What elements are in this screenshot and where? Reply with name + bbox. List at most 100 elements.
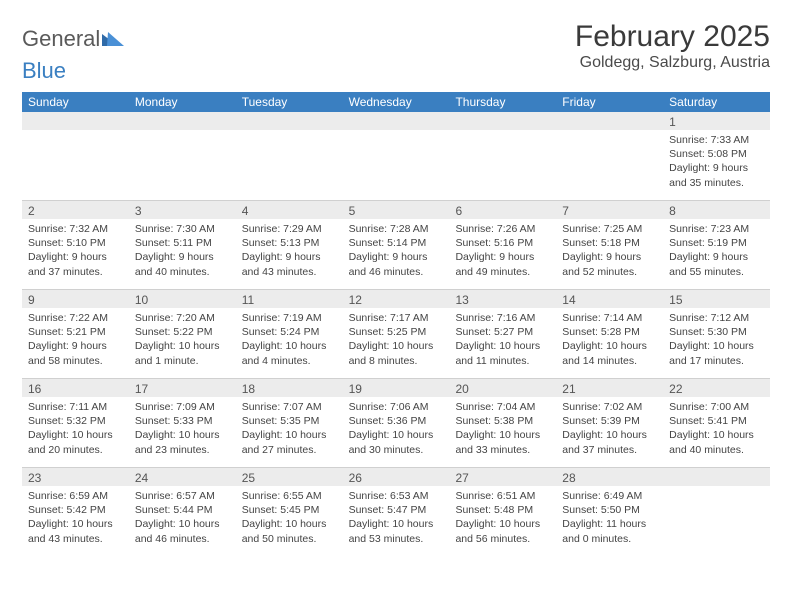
sunrise-text: Sunrise: 7:23 AM bbox=[669, 222, 764, 236]
sunrise-text: Sunrise: 7:09 AM bbox=[135, 400, 230, 414]
sunrise-text: Sunrise: 7:14 AM bbox=[562, 311, 657, 325]
day-body: Sunrise: 7:09 AMSunset: 5:33 PMDaylight:… bbox=[129, 397, 236, 463]
sunset-text: Sunset: 5:48 PM bbox=[455, 503, 550, 517]
day-number: 6 bbox=[449, 201, 556, 219]
day-body bbox=[343, 130, 450, 139]
day-body: Sunrise: 7:00 AMSunset: 5:41 PMDaylight:… bbox=[663, 397, 770, 463]
day-cell: 5Sunrise: 7:28 AMSunset: 5:14 PMDaylight… bbox=[343, 201, 450, 289]
day-body: Sunrise: 7:04 AMSunset: 5:38 PMDaylight:… bbox=[449, 397, 556, 463]
sunrise-text: Sunrise: 6:57 AM bbox=[135, 489, 230, 503]
day-cell: 21Sunrise: 7:02 AMSunset: 5:39 PMDayligh… bbox=[556, 379, 663, 467]
day-number: 8 bbox=[663, 201, 770, 219]
daylight-text: Daylight: 9 hours and 55 minutes. bbox=[669, 250, 764, 278]
day-cell: 6Sunrise: 7:26 AMSunset: 5:16 PMDaylight… bbox=[449, 201, 556, 289]
sunset-text: Sunset: 5:16 PM bbox=[455, 236, 550, 250]
week-row: 16Sunrise: 7:11 AMSunset: 5:32 PMDayligh… bbox=[22, 379, 770, 468]
sunrise-text: Sunrise: 7:25 AM bbox=[562, 222, 657, 236]
calendar: Sunday Monday Tuesday Wednesday Thursday… bbox=[22, 92, 770, 556]
week-row: 9Sunrise: 7:22 AMSunset: 5:21 PMDaylight… bbox=[22, 290, 770, 379]
daylight-text: Daylight: 10 hours and 20 minutes. bbox=[28, 428, 123, 456]
sunset-text: Sunset: 5:38 PM bbox=[455, 414, 550, 428]
day-number: 1 bbox=[663, 112, 770, 130]
day-body: Sunrise: 7:16 AMSunset: 5:27 PMDaylight:… bbox=[449, 308, 556, 374]
day-number: 28 bbox=[556, 468, 663, 486]
week-row: 1Sunrise: 7:33 AMSunset: 5:08 PMDaylight… bbox=[22, 112, 770, 201]
sunset-text: Sunset: 5:39 PM bbox=[562, 414, 657, 428]
daylight-text: Daylight: 10 hours and 4 minutes. bbox=[242, 339, 337, 367]
day-number bbox=[22, 112, 129, 130]
day-body: Sunrise: 7:29 AMSunset: 5:13 PMDaylight:… bbox=[236, 219, 343, 285]
day-body: Sunrise: 6:57 AMSunset: 5:44 PMDaylight:… bbox=[129, 486, 236, 552]
daylight-text: Daylight: 10 hours and 17 minutes. bbox=[669, 339, 764, 367]
day-cell: 3Sunrise: 7:30 AMSunset: 5:11 PMDaylight… bbox=[129, 201, 236, 289]
sunrise-text: Sunrise: 7:11 AM bbox=[28, 400, 123, 414]
weekday-header: Saturday bbox=[663, 92, 770, 112]
sunset-text: Sunset: 5:19 PM bbox=[669, 236, 764, 250]
daylight-text: Daylight: 10 hours and 8 minutes. bbox=[349, 339, 444, 367]
sunset-text: Sunset: 5:30 PM bbox=[669, 325, 764, 339]
sunrise-text: Sunrise: 7:28 AM bbox=[349, 222, 444, 236]
day-body: Sunrise: 7:12 AMSunset: 5:30 PMDaylight:… bbox=[663, 308, 770, 374]
sunrise-text: Sunrise: 6:59 AM bbox=[28, 489, 123, 503]
day-cell: 2Sunrise: 7:32 AMSunset: 5:10 PMDaylight… bbox=[22, 201, 129, 289]
day-cell: 28Sunrise: 6:49 AMSunset: 5:50 PMDayligh… bbox=[556, 468, 663, 556]
day-number: 11 bbox=[236, 290, 343, 308]
sunset-text: Sunset: 5:47 PM bbox=[349, 503, 444, 517]
daylight-text: Daylight: 10 hours and 1 minute. bbox=[135, 339, 230, 367]
sunrise-text: Sunrise: 7:30 AM bbox=[135, 222, 230, 236]
day-number: 13 bbox=[449, 290, 556, 308]
day-number: 2 bbox=[22, 201, 129, 219]
day-body: Sunrise: 7:17 AMSunset: 5:25 PMDaylight:… bbox=[343, 308, 450, 374]
daylight-text: Daylight: 10 hours and 23 minutes. bbox=[135, 428, 230, 456]
day-body bbox=[22, 130, 129, 139]
day-number: 17 bbox=[129, 379, 236, 397]
day-body: Sunrise: 7:33 AMSunset: 5:08 PMDaylight:… bbox=[663, 130, 770, 196]
day-cell: 26Sunrise: 6:53 AMSunset: 5:47 PMDayligh… bbox=[343, 468, 450, 556]
daylight-text: Daylight: 9 hours and 37 minutes. bbox=[28, 250, 123, 278]
day-number: 23 bbox=[22, 468, 129, 486]
sunrise-text: Sunrise: 7:00 AM bbox=[669, 400, 764, 414]
day-body: Sunrise: 6:49 AMSunset: 5:50 PMDaylight:… bbox=[556, 486, 663, 552]
sunrise-text: Sunrise: 7:29 AM bbox=[242, 222, 337, 236]
day-body: Sunrise: 7:14 AMSunset: 5:28 PMDaylight:… bbox=[556, 308, 663, 374]
day-number: 5 bbox=[343, 201, 450, 219]
day-number: 27 bbox=[449, 468, 556, 486]
daylight-text: Daylight: 10 hours and 30 minutes. bbox=[349, 428, 444, 456]
sunset-text: Sunset: 5:42 PM bbox=[28, 503, 123, 517]
day-cell: 24Sunrise: 6:57 AMSunset: 5:44 PMDayligh… bbox=[129, 468, 236, 556]
sunset-text: Sunset: 5:44 PM bbox=[135, 503, 230, 517]
day-cell: 22Sunrise: 7:00 AMSunset: 5:41 PMDayligh… bbox=[663, 379, 770, 467]
weekday-header-row: Sunday Monday Tuesday Wednesday Thursday… bbox=[22, 92, 770, 112]
day-cell: 17Sunrise: 7:09 AMSunset: 5:33 PMDayligh… bbox=[129, 379, 236, 467]
sunset-text: Sunset: 5:45 PM bbox=[242, 503, 337, 517]
sunrise-text: Sunrise: 6:49 AM bbox=[562, 489, 657, 503]
day-number: 7 bbox=[556, 201, 663, 219]
sunset-text: Sunset: 5:50 PM bbox=[562, 503, 657, 517]
sunrise-text: Sunrise: 7:02 AM bbox=[562, 400, 657, 414]
day-number bbox=[663, 468, 770, 486]
weeks-container: 1Sunrise: 7:33 AMSunset: 5:08 PMDaylight… bbox=[22, 112, 770, 556]
day-body: Sunrise: 7:02 AMSunset: 5:39 PMDaylight:… bbox=[556, 397, 663, 463]
day-cell: 11Sunrise: 7:19 AMSunset: 5:24 PMDayligh… bbox=[236, 290, 343, 378]
logo: General bbox=[22, 20, 124, 52]
day-number: 24 bbox=[129, 468, 236, 486]
logo-text-general: General bbox=[22, 26, 100, 52]
sunset-text: Sunset: 5:08 PM bbox=[669, 147, 764, 161]
day-body: Sunrise: 7:06 AMSunset: 5:36 PMDaylight:… bbox=[343, 397, 450, 463]
sunrise-text: Sunrise: 7:20 AM bbox=[135, 311, 230, 325]
sunset-text: Sunset: 5:10 PM bbox=[28, 236, 123, 250]
sunrise-text: Sunrise: 7:17 AM bbox=[349, 311, 444, 325]
daylight-text: Daylight: 10 hours and 33 minutes. bbox=[455, 428, 550, 456]
day-cell bbox=[556, 112, 663, 200]
daylight-text: Daylight: 10 hours and 27 minutes. bbox=[242, 428, 337, 456]
day-body bbox=[449, 130, 556, 139]
daylight-text: Daylight: 10 hours and 50 minutes. bbox=[242, 517, 337, 545]
sunset-text: Sunset: 5:33 PM bbox=[135, 414, 230, 428]
day-cell: 1Sunrise: 7:33 AMSunset: 5:08 PMDaylight… bbox=[663, 112, 770, 200]
sunrise-text: Sunrise: 7:12 AM bbox=[669, 311, 764, 325]
daylight-text: Daylight: 9 hours and 49 minutes. bbox=[455, 250, 550, 278]
day-cell: 9Sunrise: 7:22 AMSunset: 5:21 PMDaylight… bbox=[22, 290, 129, 378]
sunset-text: Sunset: 5:21 PM bbox=[28, 325, 123, 339]
day-cell: 4Sunrise: 7:29 AMSunset: 5:13 PMDaylight… bbox=[236, 201, 343, 289]
day-cell bbox=[449, 112, 556, 200]
